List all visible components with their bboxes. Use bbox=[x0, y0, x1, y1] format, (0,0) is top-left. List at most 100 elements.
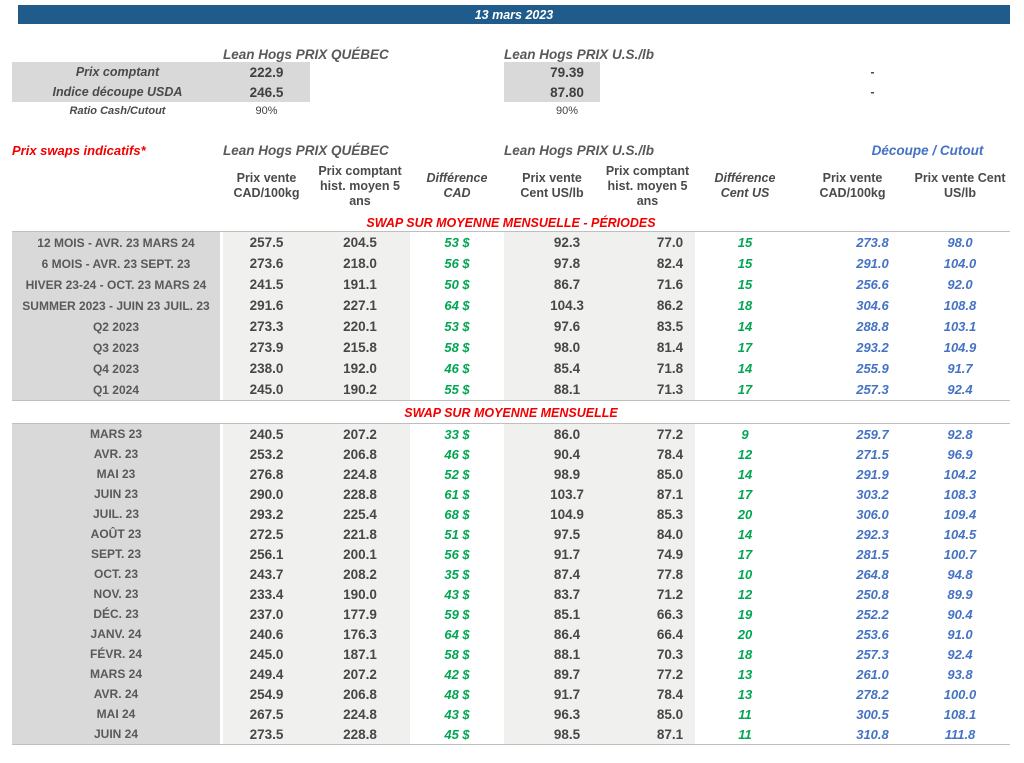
qc-hist-price-cell: 176.3 bbox=[310, 624, 410, 644]
us-sell-price-cell: 97.5 bbox=[504, 524, 600, 544]
qc-sell-price-cell: 267.5 bbox=[223, 704, 310, 724]
cutout-us-cell: 100.0 bbox=[943, 686, 977, 702]
col-header-qc-sell: Prix vente CAD/100kg bbox=[233, 171, 300, 200]
diff-cad-cell: 55 $ bbox=[444, 382, 470, 397]
col-header-diff-cad: Différence CAD bbox=[426, 171, 488, 200]
row-period-label: JUIN 24 bbox=[12, 724, 223, 744]
qc-sell-price-cell: 240.5 bbox=[223, 424, 310, 444]
spot-cutout-dash: - bbox=[870, 85, 875, 99]
swaps-section-headers: Prix swaps indicatifs* Lean Hogs PRIX QU… bbox=[12, 142, 1010, 158]
diff-us-cell: 9 bbox=[741, 426, 749, 442]
us-sell-price-cell: 88.1 bbox=[504, 379, 600, 400]
qc-hist-price-cell: 224.8 bbox=[310, 704, 410, 724]
col-header-cutout-cad: Prix vente CAD/100kg bbox=[819, 171, 886, 200]
spot-row-label: Prix comptant bbox=[12, 62, 223, 82]
cutout-cad-cell: 259.7 bbox=[856, 426, 889, 442]
col-header-cutout-us: Prix vente Cent US/lb bbox=[914, 171, 1006, 200]
row-period-label: SUMMER 2023 - JUIN 23 JUIL. 23 bbox=[12, 295, 223, 316]
qc-hist-price-cell: 190.0 bbox=[310, 584, 410, 604]
diff-cad-cell: 56 $ bbox=[444, 256, 470, 271]
cutout-cad-cell: 288.8 bbox=[856, 319, 889, 334]
cutout-cad-cell: 271.5 bbox=[856, 446, 889, 462]
us-hist-price-cell: 82.4 bbox=[600, 253, 695, 274]
cutout-us-cell: 111.8 bbox=[944, 726, 976, 742]
us-sell-price-cell: 91.7 bbox=[504, 684, 600, 704]
row-period-label: AOÛT 23 bbox=[12, 524, 223, 544]
diff-cad-cell: 53 $ bbox=[444, 235, 470, 250]
spot-us-header: Lean Hogs PRIX U.S./lb bbox=[504, 46, 655, 62]
diff-us-cell: 12 bbox=[737, 586, 753, 602]
swaps-column-headers: Prix vente CAD/100kg Prix comptant hist.… bbox=[12, 158, 1010, 214]
us-hist-price-cell: 74.9 bbox=[600, 544, 695, 564]
qc-sell-price-cell: 272.5 bbox=[223, 524, 310, 544]
spot-us-value: 79.39 bbox=[504, 62, 600, 82]
cutout-cad-cell: 310.8 bbox=[856, 726, 889, 742]
us-sell-price-cell: 86.7 bbox=[504, 274, 600, 295]
table-row: NOV. 23 233.4 190.0 43 $ 83.7 71.2 12 25… bbox=[12, 584, 1010, 604]
diff-us-cell: 18 bbox=[737, 646, 753, 662]
cutout-cad-cell: 278.2 bbox=[856, 686, 889, 702]
qc-sell-price-cell: 245.0 bbox=[223, 379, 310, 400]
cutout-us-cell: 91.7 bbox=[947, 361, 973, 376]
qc-sell-price-cell: 293.2 bbox=[223, 504, 310, 524]
cutout-cad-cell: 256.6 bbox=[856, 277, 889, 292]
diff-cad-cell: 51 $ bbox=[444, 526, 470, 542]
table-row: Q3 2023 273.9 215.8 58 $ 98.0 81.4 17 29… bbox=[12, 337, 1010, 358]
cutout-us-cell: 96.9 bbox=[947, 446, 973, 462]
table-row: 12 MOIS - AVR. 23 MARS 24 257.5 204.5 53… bbox=[12, 232, 1010, 253]
cutout-cad-cell: 300.5 bbox=[856, 706, 889, 722]
us-hist-price-cell: 77.0 bbox=[600, 232, 695, 253]
cutout-cad-cell: 252.2 bbox=[856, 606, 889, 622]
cutout-us-cell: 108.8 bbox=[943, 298, 977, 313]
us-hist-price-cell: 71.2 bbox=[600, 584, 695, 604]
qc-sell-price-cell: 273.6 bbox=[223, 253, 310, 274]
qc-hist-price-cell: 225.4 bbox=[310, 504, 410, 524]
cutout-cad-cell: 255.9 bbox=[856, 361, 889, 376]
diff-cad-cell: 53 $ bbox=[444, 319, 470, 334]
diff-cad-cell: 35 $ bbox=[444, 566, 470, 582]
swaps-us-header: Lean Hogs PRIX U.S./lb bbox=[504, 142, 655, 158]
cutout-cad-cell: 257.3 bbox=[856, 382, 889, 397]
us-sell-price-cell: 89.7 bbox=[504, 664, 600, 684]
diff-cad-cell: 59 $ bbox=[444, 606, 470, 622]
us-sell-price-cell: 97.8 bbox=[504, 253, 600, 274]
us-sell-price-cell: 87.4 bbox=[504, 564, 600, 584]
cutout-cad-cell: 291.9 bbox=[856, 466, 889, 482]
row-period-label: OCT. 23 bbox=[12, 564, 223, 584]
qc-hist-price-cell: 204.5 bbox=[310, 232, 410, 253]
cutout-us-cell: 90.4 bbox=[947, 606, 973, 622]
date-title: 13 mars 2023 bbox=[474, 7, 554, 22]
diff-us-cell: 20 bbox=[737, 626, 753, 642]
cutout-cad-cell: 250.8 bbox=[856, 586, 889, 602]
spot-qc-value: 222.9 bbox=[223, 62, 310, 82]
cutout-cad-cell: 304.6 bbox=[856, 298, 889, 313]
diff-cad-cell: 52 $ bbox=[444, 466, 470, 482]
us-sell-price-cell: 83.7 bbox=[504, 584, 600, 604]
diff-cad-cell: 45 $ bbox=[444, 726, 470, 742]
qc-sell-price-cell: 238.0 bbox=[223, 358, 310, 379]
diff-us-cell: 12 bbox=[737, 446, 753, 462]
us-hist-price-cell: 85.0 bbox=[600, 704, 695, 724]
table-row: 6 MOIS - AVR. 23 SEPT. 23 273.6 218.0 56… bbox=[12, 253, 1010, 274]
swaps-quebec-header: Lean Hogs PRIX QUÉBEC bbox=[223, 142, 389, 158]
qc-hist-price-cell: 215.8 bbox=[310, 337, 410, 358]
table-row: MARS 23 240.5 207.2 33 $ 86.0 77.2 9 259… bbox=[12, 424, 1010, 444]
diff-cad-cell: 46 $ bbox=[444, 361, 470, 376]
us-hist-price-cell: 84.0 bbox=[600, 524, 695, 544]
diff-us-cell: 17 bbox=[737, 486, 753, 502]
swaps-cutout-header: Découpe / Cutout bbox=[871, 142, 984, 158]
row-period-label: 12 MOIS - AVR. 23 MARS 24 bbox=[12, 232, 223, 253]
diff-us-cell: 11 bbox=[738, 726, 752, 742]
cutout-us-cell: 92.4 bbox=[947, 382, 973, 397]
diff-us-cell: 18 bbox=[737, 298, 753, 313]
spot-row-indice-decoupe: Indice découpe USDA 246.5 87.80 - bbox=[12, 82, 1010, 102]
us-hist-price-cell: 78.4 bbox=[600, 684, 695, 704]
table-row: JUIN 23 290.0 228.8 61 $ 103.7 87.1 17 3… bbox=[12, 484, 1010, 504]
cutout-cad-cell: 292.3 bbox=[856, 526, 889, 542]
diff-cad-cell: 42 $ bbox=[444, 666, 470, 682]
table-row: AOÛT 23 272.5 221.8 51 $ 97.5 84.0 14 29… bbox=[12, 524, 1010, 544]
cutout-us-cell: 92.4 bbox=[947, 646, 973, 662]
table-row: AVR. 24 254.9 206.8 48 $ 91.7 78.4 13 27… bbox=[12, 684, 1010, 704]
row-period-label: AVR. 24 bbox=[12, 684, 223, 704]
cutout-us-cell: 108.1 bbox=[943, 706, 977, 722]
